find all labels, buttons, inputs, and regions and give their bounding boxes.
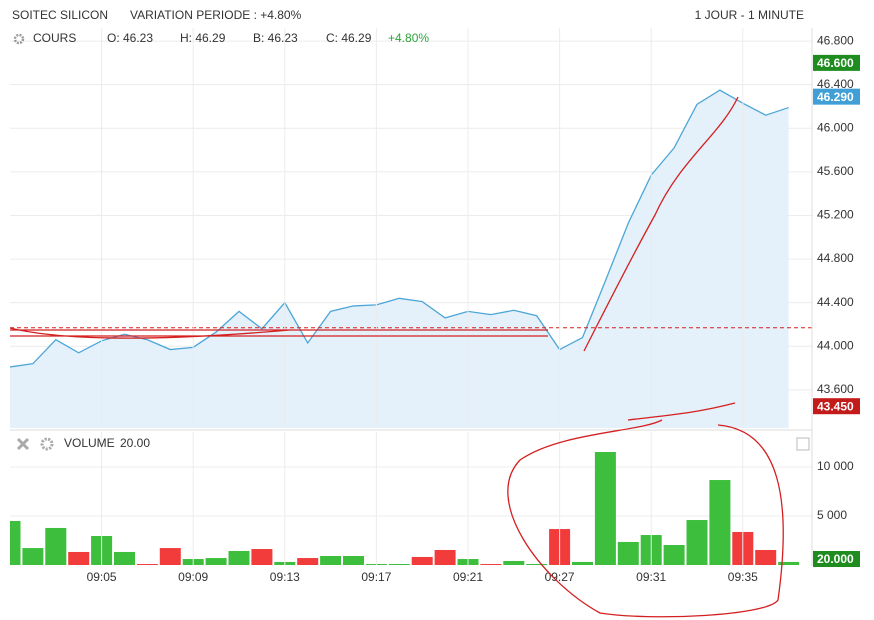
y-tick-label: 45.600 bbox=[817, 164, 854, 178]
badge-label: 43.450 bbox=[817, 399, 854, 413]
volume-bar bbox=[251, 549, 273, 565]
price-badge bbox=[813, 398, 860, 415]
price-badge bbox=[813, 551, 860, 567]
volume-bar bbox=[755, 550, 777, 565]
volume-bar bbox=[136, 564, 158, 565]
legend-item: O: 46.23 bbox=[107, 31, 153, 45]
x-tick-label: 09:21 bbox=[453, 570, 483, 584]
volume-bar bbox=[205, 558, 227, 565]
volume-bar bbox=[411, 556, 433, 565]
settings-icon[interactable] bbox=[40, 437, 54, 451]
y-tick-label: 44.000 bbox=[817, 338, 854, 352]
price-badge bbox=[813, 88, 860, 105]
y-tick-label: 5 000 bbox=[817, 508, 847, 522]
y-tick-label: 46.800 bbox=[817, 33, 854, 47]
variation: VARIATION PERIODE : +4.80% bbox=[130, 8, 302, 22]
y-tick-label: 45.200 bbox=[817, 208, 854, 222]
x-tick-label: 09:13 bbox=[270, 570, 300, 584]
price-panel: 43.600 44.000 44.400 44.800 45.200 45.600 46.0… bbox=[10, 31, 860, 428]
y-tick-label: 46.400 bbox=[817, 77, 854, 91]
volume-bar bbox=[388, 564, 410, 565]
price-badge bbox=[813, 54, 860, 71]
legend-item: H: 46.29 bbox=[180, 31, 226, 45]
annotations bbox=[9, 96, 784, 618]
volume-bar bbox=[480, 564, 502, 565]
volume-bar bbox=[709, 480, 731, 565]
legend-item: VOLUME bbox=[64, 436, 115, 450]
volume-bar bbox=[686, 520, 708, 565]
volume-panel: 5 000 10 000 09:05 09:09 09:13 09:17 09:21 09:2… bbox=[10, 28, 860, 584]
y-tick-label: 10 000 bbox=[817, 459, 854, 473]
volume-bar bbox=[159, 548, 181, 565]
volume-bar bbox=[114, 551, 135, 565]
x-tick-label: 09:09 bbox=[178, 570, 208, 584]
volume-bar bbox=[320, 555, 342, 565]
x-tick-label: 09:35 bbox=[728, 570, 758, 584]
volume-bar bbox=[68, 551, 90, 565]
x-tick-label: 09:05 bbox=[87, 570, 117, 584]
volume-bar bbox=[343, 555, 364, 565]
checkbox[interactable] bbox=[796, 437, 810, 451]
y-tick-label: 43.600 bbox=[817, 382, 854, 396]
volume-bar bbox=[663, 545, 685, 565]
volume-bar bbox=[434, 550, 456, 565]
legend-item: +4.80% bbox=[388, 31, 429, 45]
legend-item: 20.00 bbox=[120, 436, 150, 450]
volume-bar bbox=[297, 558, 319, 565]
settings-icon[interactable] bbox=[13, 33, 25, 45]
legend-item: C: 46.29 bbox=[326, 31, 372, 45]
y-tick-label: 44.800 bbox=[817, 251, 854, 265]
plot-area bbox=[10, 451, 800, 565]
volume-bar bbox=[22, 548, 44, 565]
volume-bar bbox=[594, 451, 616, 565]
volume-bar bbox=[572, 561, 593, 565]
volume-bar bbox=[228, 550, 250, 565]
y-tick-label: 46.000 bbox=[817, 120, 854, 134]
legend-item: B: 46.23 bbox=[253, 31, 298, 45]
instrument-title: SOITEC SILICON bbox=[12, 8, 108, 22]
volume-bar bbox=[617, 541, 639, 565]
period-selector[interactable]: 1 JOUR - 1 MINUTE bbox=[695, 8, 804, 22]
close-icon[interactable] bbox=[16, 437, 30, 451]
volume-bar bbox=[10, 520, 21, 565]
grid bbox=[10, 466, 812, 517]
badge-label: 46.290 bbox=[817, 90, 854, 104]
x-tick-label: 09:27 bbox=[545, 570, 575, 584]
volume-bar bbox=[45, 527, 67, 565]
x-tick-label: 09:17 bbox=[361, 570, 391, 584]
x-tick-label: 09:31 bbox=[636, 570, 666, 584]
badge-label: 46.600 bbox=[817, 56, 854, 70]
volume-bar bbox=[503, 560, 525, 565]
y-tick-label: 44.400 bbox=[817, 295, 854, 309]
price-area bbox=[10, 90, 789, 428]
badge-label: 20.000 bbox=[817, 552, 854, 566]
volume-bar bbox=[526, 564, 548, 565]
volume-bar bbox=[778, 561, 800, 565]
legend-item: COURS bbox=[33, 31, 76, 45]
